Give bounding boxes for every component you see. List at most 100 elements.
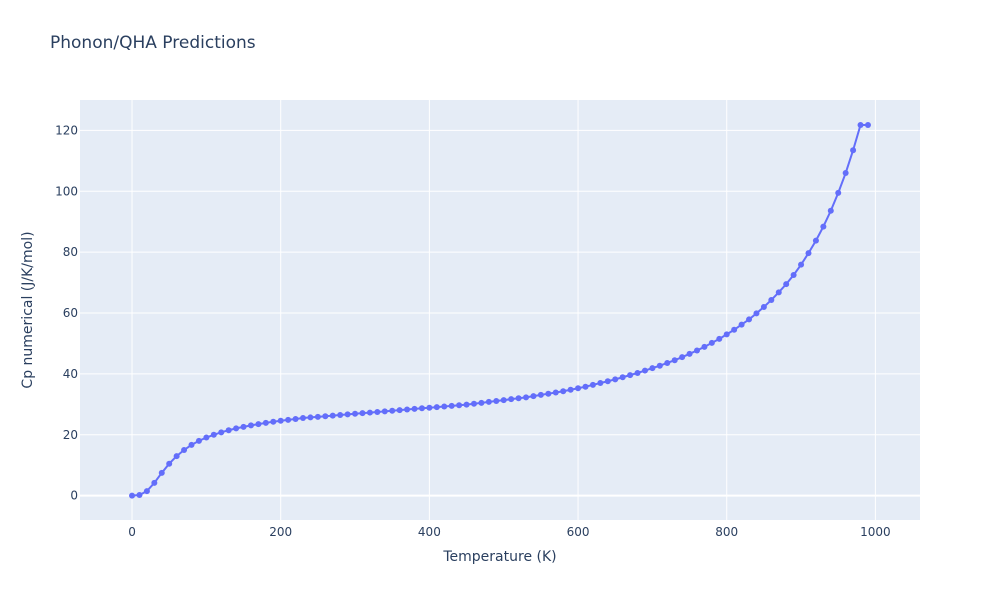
data-point [233, 425, 240, 432]
data-point [812, 237, 819, 244]
data-point [679, 354, 686, 361]
x-tick-label: 800 [715, 525, 738, 539]
data-point [322, 413, 329, 420]
data-point [790, 272, 797, 278]
data-point [337, 412, 344, 418]
data-point [255, 421, 262, 428]
x-tick-label: 600 [567, 525, 590, 539]
x-tick-labels: 0 200 400 600 800 1000 [128, 525, 890, 539]
y-tick-label: 40 [63, 367, 78, 381]
plot-area [80, 100, 920, 520]
data-point [478, 399, 485, 406]
x-tick-label: 1000 [860, 525, 891, 539]
x-tick-label: 200 [269, 525, 292, 539]
data-point [285, 416, 292, 423]
data-point [612, 376, 619, 383]
data-point [158, 469, 165, 476]
data-point [641, 367, 648, 374]
data-point [760, 303, 767, 310]
data-point [768, 296, 775, 303]
data-point [708, 339, 715, 346]
series-line [131, 123, 868, 497]
data-point [508, 396, 515, 403]
data-point [292, 415, 299, 422]
data-point [597, 380, 604, 387]
data-point [188, 441, 195, 448]
data-point [560, 388, 567, 395]
data-point [827, 207, 834, 214]
grid-lines [80, 100, 920, 520]
data-point [396, 407, 403, 414]
data-point [545, 390, 552, 397]
data-point [129, 492, 136, 499]
data-point [671, 357, 678, 364]
data-point [448, 402, 455, 409]
data-point [247, 422, 254, 429]
data-point [656, 362, 663, 369]
data-point [723, 331, 730, 338]
data-point [344, 411, 351, 418]
data-point [470, 400, 477, 407]
data-point [307, 414, 314, 421]
data-point [716, 335, 723, 342]
y-tick-label: 120 [55, 123, 78, 137]
data-point [225, 427, 232, 434]
y-tick-label: 80 [63, 245, 78, 259]
data-point [463, 401, 470, 408]
data-point [136, 492, 143, 499]
data-points [129, 121, 871, 499]
data-point [627, 372, 634, 379]
data-point [411, 405, 418, 412]
data-point [173, 453, 180, 460]
data-point [166, 460, 173, 467]
data-point [582, 383, 589, 390]
data-point [835, 189, 842, 196]
data-point [195, 437, 202, 444]
x-axis-title: Temperature (K) [442, 549, 556, 565]
data-point [456, 402, 463, 409]
data-point [805, 250, 812, 257]
data-point [731, 326, 738, 333]
y-tick-label: 20 [63, 428, 78, 442]
data-point [649, 365, 656, 372]
data-point [552, 389, 559, 396]
data-point [701, 343, 708, 350]
data-point [820, 223, 827, 230]
data-point [589, 381, 596, 388]
data-point [604, 378, 611, 385]
data-point [857, 121, 864, 128]
data-point [381, 408, 388, 415]
data-point [277, 417, 284, 424]
data-point [575, 385, 582, 392]
data-point [485, 398, 492, 405]
data-point [151, 479, 158, 486]
data-point [746, 316, 753, 323]
data-point [418, 405, 425, 412]
data-point [210, 431, 217, 438]
data-point [143, 488, 150, 495]
x-tick-label: 400 [418, 525, 441, 539]
data-point [352, 410, 359, 417]
data-point [404, 406, 411, 413]
data-point [374, 408, 381, 415]
data-point [314, 413, 321, 420]
data-point [775, 289, 782, 296]
data-point [500, 397, 507, 404]
data-point [738, 321, 745, 328]
data-point [181, 447, 188, 453]
data-point [753, 310, 760, 317]
data-point [537, 391, 544, 398]
y-tick-label: 60 [63, 306, 78, 320]
data-point [240, 423, 247, 430]
y-tick-labels: 0 20 40 60 80 100 120 [55, 123, 78, 502]
data-point [567, 386, 574, 393]
data-point [441, 403, 448, 410]
data-point [262, 419, 269, 426]
data-point [619, 374, 626, 381]
data-point [218, 429, 225, 436]
y-axis-title: Cp numerical (J/K/mol) [20, 231, 36, 388]
data-point [783, 281, 790, 288]
data-point [389, 407, 396, 414]
data-point [203, 434, 210, 441]
